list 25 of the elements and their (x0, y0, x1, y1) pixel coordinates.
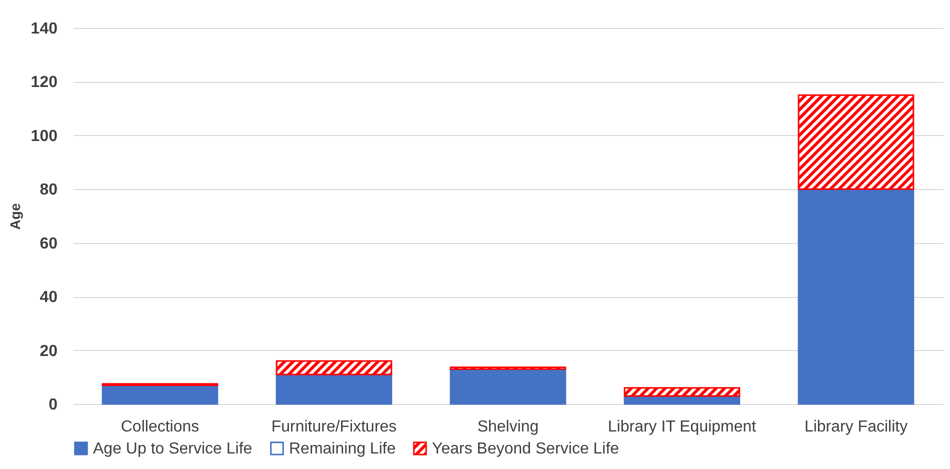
y-tick-label: 80 (40, 182, 58, 199)
bar (798, 94, 914, 190)
bar (450, 368, 566, 405)
y-tick-label: 60 (40, 235, 58, 252)
y-tick-label: 120 (30, 74, 58, 92)
x-tick-label: Library Facility (804, 418, 908, 436)
y-tick-label: 140 (30, 20, 58, 38)
bar (798, 188, 914, 405)
x-tick-label: Furniture/Fixtures (271, 418, 397, 436)
bar (276, 360, 392, 376)
x-tick-label: Collections (120, 418, 200, 436)
y-axis-title: Age (6, 203, 23, 230)
legend-label: Remaining Life (289, 440, 396, 458)
bar (624, 387, 740, 397)
y-tick-label: 0 (48, 396, 58, 414)
bar (102, 384, 218, 405)
legend-label: Years Beyond Service Life (432, 440, 620, 458)
bar (276, 374, 392, 405)
y-tick-label: 20 (40, 342, 58, 360)
legend-label: Age Up to Service Life (93, 440, 252, 458)
y-tick-label: 40 (40, 289, 58, 306)
y-tick-label: 100 (30, 128, 58, 145)
bar (624, 395, 740, 405)
x-tick-label: Shelving (477, 418, 539, 436)
x-tick-label: Library IT Equipment (608, 418, 757, 436)
